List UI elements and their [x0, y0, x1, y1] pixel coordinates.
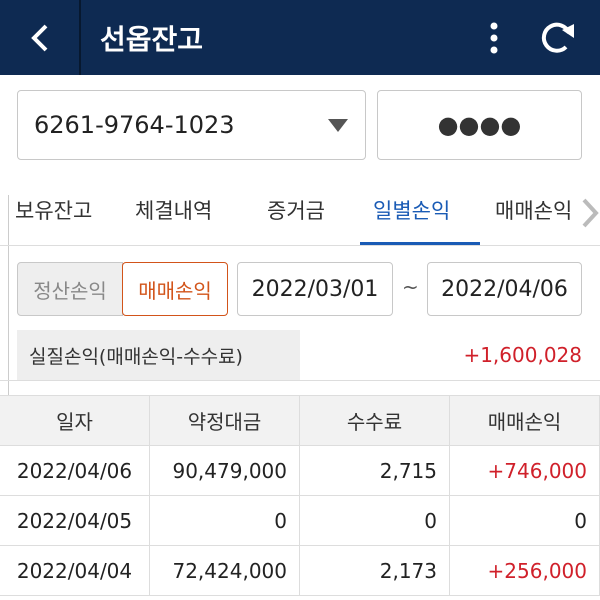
table-cell: 0: [450, 496, 600, 546]
table-cell: 72,424,000: [150, 546, 300, 596]
table-cell: 0: [150, 496, 300, 546]
tab[interactable]: 보유잔고: [15, 199, 93, 223]
header-icons: [31, 0, 574, 75]
tab[interactable]: 증거금: [267, 199, 325, 223]
column-header: 약정대금: [150, 396, 300, 446]
table-cell: +256,000: [450, 546, 600, 596]
dropdown-arrow: [328, 119, 348, 132]
toggle-active[interactable]: 매매손익: [122, 262, 228, 316]
summary-label: 실질손익(매매손익-수수료): [17, 330, 300, 380]
table-cell: 2,715: [300, 446, 450, 496]
date-separator: ~: [402, 275, 419, 299]
header: 선옵잔고: [0, 0, 600, 75]
password-field[interactable]: ●●●●: [377, 90, 582, 160]
summary-border: [0, 380, 600, 381]
tab-active[interactable]: 일별손익: [373, 199, 451, 223]
tab-underline: [360, 242, 480, 246]
table-cell: 2,173: [300, 546, 450, 596]
table-cell: 2022/04/04: [0, 546, 150, 596]
column-header: 수수료: [300, 396, 450, 446]
table: 일자 약정대금 수수료 매매손익 2022/04/06 90,479,000 2,715 +7…: [0, 395, 600, 600]
panel-edge: [8, 195, 9, 425]
password: ●●●●: [437, 111, 522, 139]
refresh-button[interactable]: [541, 22, 574, 53]
tab[interactable]: 체결내역: [135, 199, 213, 223]
column-header: 일자: [0, 396, 150, 446]
date-to[interactable]: 2022/04/06: [427, 262, 582, 316]
tab-border: [0, 245, 600, 246]
table-cell: 2022/04/06: [0, 446, 150, 496]
title: 선옵잔고: [100, 23, 204, 56]
account-select[interactable]: 6261-9764-1023: [17, 90, 366, 160]
date-from[interactable]: 2022/03/01: [237, 262, 393, 316]
table-cell: 90,479,000: [150, 446, 300, 496]
tab-scroll-arrow[interactable]: [578, 196, 600, 230]
table-cell: 0: [300, 496, 450, 546]
column-header: 매매손익: [450, 396, 600, 446]
table-cell: 2022/04/05: [0, 496, 150, 546]
table-cell: +746,000: [450, 446, 600, 496]
back-button[interactable]: [31, 24, 48, 52]
tab[interactable]: 매매손익: [495, 199, 573, 223]
account-number: 6261-9764-1023: [34, 111, 235, 139]
toggle[interactable]: 정산손익: [17, 262, 123, 316]
summary-value: +1,600,028: [463, 343, 582, 367]
menu-button[interactable]: [490, 22, 498, 54]
